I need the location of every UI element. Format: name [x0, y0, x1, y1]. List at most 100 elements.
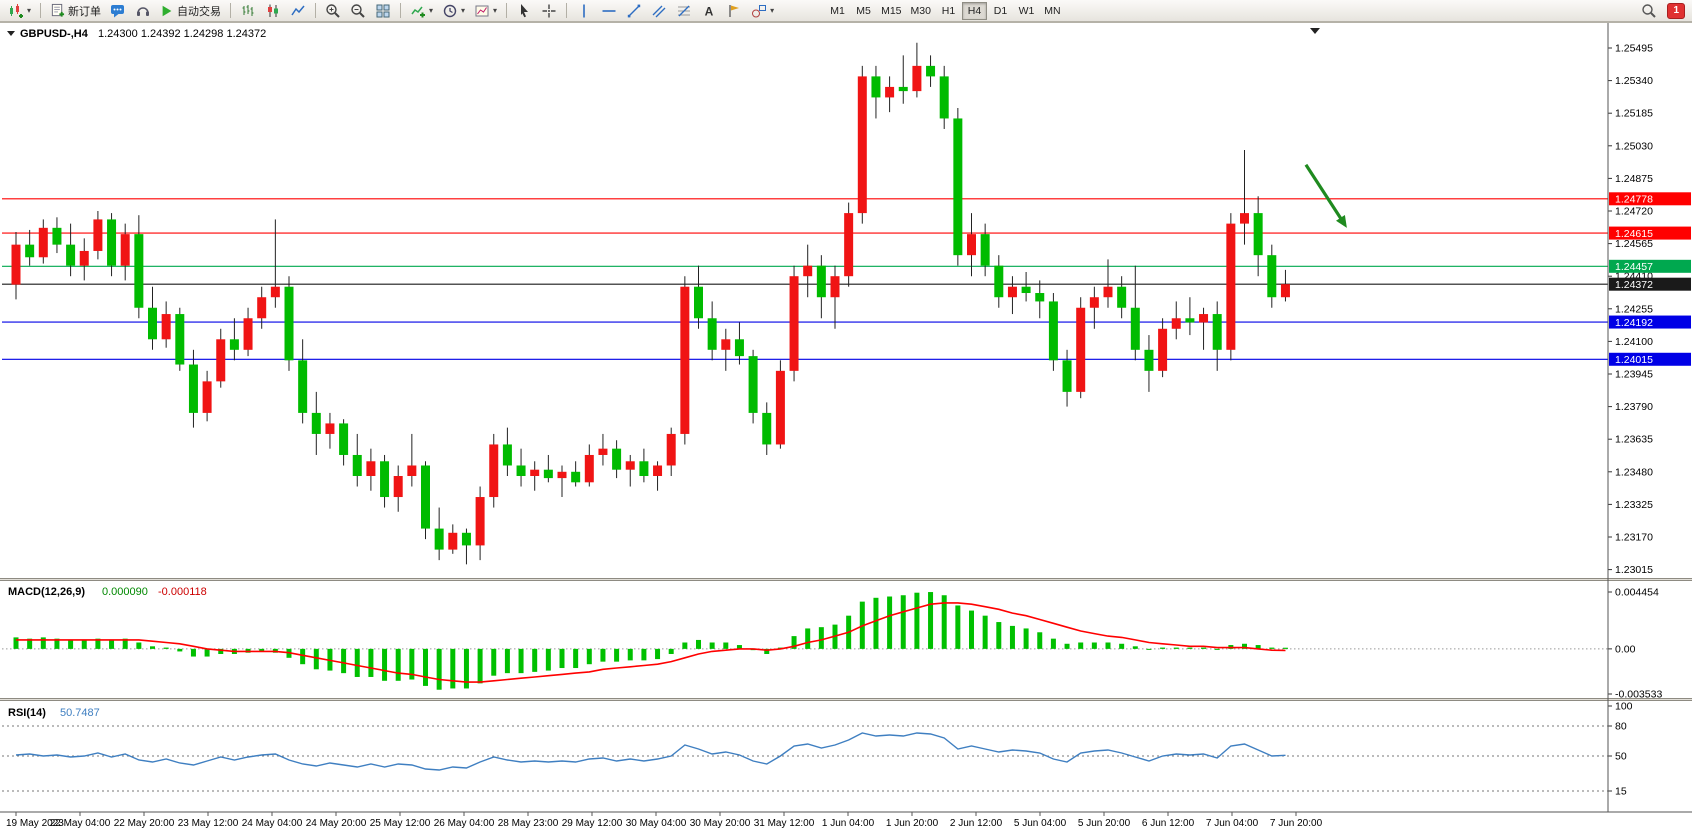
svg-text:30 May 04:00: 30 May 04:00 — [626, 818, 687, 829]
svg-text:1.25185: 1.25185 — [1615, 108, 1653, 120]
svg-text:1.24875: 1.24875 — [1615, 173, 1653, 185]
search-icon — [1642, 3, 1657, 18]
svg-text:1.24457: 1.24457 — [1615, 261, 1653, 273]
horizontal-line-button[interactable] — [597, 1, 621, 20]
periods-button[interactable]: ▾ — [438, 1, 469, 20]
candlestick-chart-icon — [268, 4, 279, 17]
headset-button[interactable] — [131, 1, 155, 20]
auto-trading-icon — [162, 5, 172, 16]
timeframe-button-m15[interactable]: M15 — [877, 2, 905, 20]
dropdown-caret-icon: ▾ — [770, 5, 775, 15]
svg-text:1.25030: 1.25030 — [1615, 140, 1653, 152]
trendline-icon — [627, 4, 641, 17]
toolbar-separator — [230, 3, 232, 18]
shapes-icon — [752, 4, 767, 17]
dropdown-caret-icon: ▾ — [493, 5, 498, 15]
bar-chart-icon — [242, 4, 254, 16]
timeframe-button-w1[interactable]: W1 — [1014, 2, 1039, 20]
tile-windows-button[interactable] — [371, 1, 395, 20]
toolbar-separator — [315, 3, 317, 18]
crosshair-button[interactable] — [537, 1, 561, 20]
svg-text:0.004454: 0.004454 — [1615, 587, 1659, 599]
toolbar-right-group: 1 — [1637, 1, 1688, 20]
svg-text:22 May 04:00: 22 May 04:00 — [50, 818, 111, 829]
dropdown-caret-icon: ▾ — [27, 5, 32, 15]
chat-icon — [111, 4, 125, 17]
search-button[interactable] — [1637, 1, 1661, 20]
svg-text:30 May 20:00: 30 May 20:00 — [690, 818, 751, 829]
auto-trading-label: 自动交易 — [177, 5, 222, 18]
svg-text:24 May 04:00: 24 May 04:00 — [242, 818, 303, 829]
timeframe-button-h1[interactable]: H1 — [936, 2, 961, 20]
line-chart-icon — [291, 5, 305, 15]
svg-text:1.23480: 1.23480 — [1615, 466, 1653, 478]
new-chart-icon — [10, 3, 23, 18]
svg-text:29 May 12:00: 29 May 12:00 — [562, 818, 623, 829]
svg-text:25 May 12:00: 25 May 12:00 — [370, 818, 431, 829]
svg-text:15: 15 — [1615, 786, 1627, 798]
bar-chart-button[interactable] — [236, 1, 260, 20]
svg-text:6 Jun 12:00: 6 Jun 12:00 — [1142, 818, 1195, 829]
svg-text:5 Jun 20:00: 5 Jun 20:00 — [1078, 818, 1131, 829]
cursor-button[interactable] — [512, 1, 536, 20]
text-button[interactable]: A — [697, 1, 721, 20]
svg-text:0.000090: 0.000090 — [102, 586, 148, 598]
zoom-out-icon — [351, 3, 365, 18]
new-chart-button[interactable]: ▾ — [4, 1, 35, 20]
timeframe-button-mn[interactable]: MN — [1040, 2, 1065, 20]
svg-text:22 May 20:00: 22 May 20:00 — [114, 818, 175, 829]
new-order-label: 新订单 — [68, 5, 102, 18]
gbpusd-h4-chart[interactable]: GBPUSD-,H4 1.24300 1.24392 1.24298 1.2437… — [0, 22, 1692, 837]
svg-text:1.23170: 1.23170 — [1615, 532, 1653, 544]
templates-icon — [475, 5, 489, 16]
candlestick-chart-button[interactable] — [261, 1, 285, 20]
chat-button[interactable] — [106, 1, 130, 20]
zoom-in-button[interactable] — [321, 1, 345, 20]
svg-text:1.24300 1.24392 1.24298 1.2437: 1.24300 1.24392 1.24298 1.24372 — [98, 28, 266, 40]
svg-text:50: 50 — [1615, 751, 1627, 763]
svg-text:26 May 04:00: 26 May 04:00 — [434, 818, 495, 829]
toolbar-separator — [506, 3, 508, 18]
svg-text:1.23635: 1.23635 — [1615, 434, 1653, 446]
label-icon — [729, 4, 740, 17]
chart-canvas[interactable]: GBPUSD-,H4 1.24300 1.24392 1.24298 1.2437… — [0, 22, 1692, 837]
indicators-button[interactable]: ▾ — [406, 1, 437, 20]
svg-text:24 May 20:00: 24 May 20:00 — [306, 818, 367, 829]
cursor-icon — [521, 3, 529, 17]
timeframe-toolbar: M1 M5 M15 M30 H1 H4 D1 W1 MN — [825, 1, 1065, 20]
new-order-button[interactable]: 新订单 — [46, 1, 105, 20]
line-chart-button[interactable] — [286, 1, 310, 20]
svg-text:1.24255: 1.24255 — [1615, 303, 1653, 315]
vertical-line-button[interactable] — [572, 1, 596, 20]
svg-text:80: 80 — [1615, 721, 1627, 733]
toolbar-separator — [40, 3, 42, 18]
timeframe-button-m30[interactable]: M30 — [907, 2, 935, 20]
timeframe-button-m1[interactable]: M1 — [825, 2, 850, 20]
svg-text:-0.000118: -0.000118 — [158, 586, 207, 598]
svg-text:1.24565: 1.24565 — [1615, 238, 1653, 250]
trendline-button[interactable] — [622, 1, 646, 20]
tile-windows-icon — [376, 4, 390, 17]
svg-text:1.24015: 1.24015 — [1615, 354, 1653, 366]
svg-text:1.23945: 1.23945 — [1615, 369, 1653, 381]
notification-badge[interactable]: 1 — [1667, 2, 1685, 19]
label-button[interactable] — [722, 1, 746, 20]
svg-text:7 Jun 20:00: 7 Jun 20:00 — [1270, 818, 1323, 829]
templates-button[interactable]: ▾ — [470, 1, 501, 20]
zoom-out-button[interactable] — [346, 1, 370, 20]
zoom-in-icon — [326, 3, 340, 18]
channel-button[interactable] — [647, 1, 671, 20]
svg-text:23 May 12:00: 23 May 12:00 — [178, 818, 239, 829]
shapes-button[interactable]: ▾ — [747, 1, 778, 20]
timeframe-button-d1[interactable]: D1 — [988, 2, 1013, 20]
headset-icon — [137, 6, 150, 16]
auto-trading-button[interactable]: 自动交易 — [156, 1, 225, 20]
fibonacci-button[interactable] — [672, 1, 696, 20]
vertical-line-icon — [583, 4, 585, 17]
fibonacci-icon — [678, 5, 691, 16]
timeframe-button-m5[interactable]: M5 — [851, 2, 876, 20]
svg-text:7 Jun 04:00: 7 Jun 04:00 — [1206, 818, 1259, 829]
svg-text:1.24372: 1.24372 — [1615, 279, 1653, 291]
timeframe-button-h4[interactable]: H4 — [961, 1, 987, 20]
